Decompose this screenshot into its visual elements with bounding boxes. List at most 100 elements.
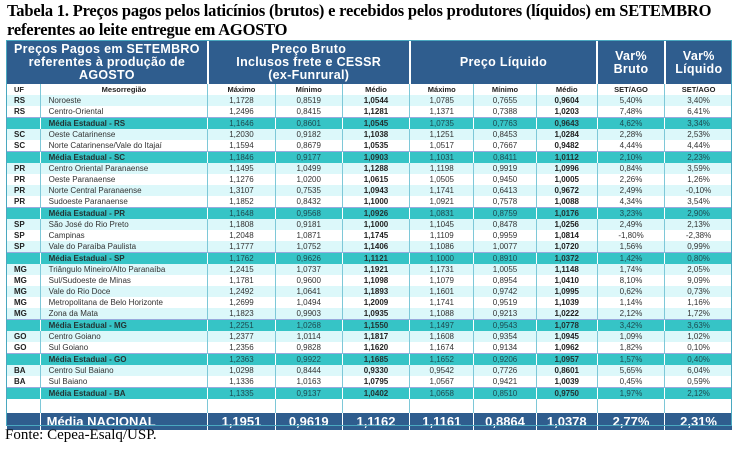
subheader-liquido-med: Médio [535,84,598,95]
subheader-bruto-min: Mínimo [274,84,343,95]
cell-meso: Sul Baiano [39,376,208,388]
cell-uf: SC [7,129,41,140]
national-bruto-max: 1,1951 [207,413,276,430]
cell-var-liquido: 0,10% [664,342,732,354]
cell-liquido-min: 0,7388 [473,106,537,118]
cell-liquido-max: 1,1371 [409,106,474,118]
cell-meso: Média Estadual - SP [39,252,208,264]
cell-bruto-max: 1,1808 [207,219,276,230]
cell-var-bruto: 4,44% [596,140,665,152]
cell-liquido-max: 1,1000 [409,252,474,264]
cell-bruto-med: 0,9330 [341,365,410,376]
cell-uf [7,319,41,331]
cell-bruto-med: 1,0544 [341,95,410,106]
table-row: MG Metropolitana de Belo Horizonte 1,2699 1… [7,297,732,308]
cell-bruto-max: 1,1852 [207,196,276,208]
cell-meso: Triângulo Mineiro/Alto Paranaíba [39,264,208,275]
cell-meso: Campinas [39,230,208,241]
cell-meso: Sul/Sudoeste de Minas [39,275,208,286]
cell-bruto-med: 1,1745 [341,230,410,241]
header-bruto-line1: Preço Bruto [271,42,347,56]
cell-liquido-max: 1,0785 [409,95,474,106]
cell-meso: Centro Sul Baiano [39,365,208,376]
cell-uf: PR [7,163,41,174]
cell-var-bruto: 2,28% [596,129,665,140]
cell-liquido-med: 1,0222 [535,308,598,320]
cell-liquido-min: 0,9450 [473,174,537,185]
spacer-cell [341,399,410,413]
subheader-liquido-max: Máximo [409,84,474,95]
cell-bruto-min: 1,0494 [274,297,343,308]
cell-bruto-min: 0,9177 [274,151,343,163]
cell-var-bruto: 1,09% [596,331,665,342]
cell-bruto-min: 0,7535 [274,185,343,196]
cell-liquido-med: 1,1039 [535,297,598,308]
cell-bruto-min: 1,0163 [274,376,343,388]
cell-uf [7,252,41,264]
cell-var-liquido: 2,12% [664,387,732,399]
cell-meso: Sul Goiano [39,342,208,354]
cell-bruto-max: 1,1648 [207,207,276,219]
cell-bruto-med: 1,1038 [341,129,410,140]
cell-meso: São José do Rio Preto [39,219,208,230]
cell-var-liquido: 9,09% [664,275,732,286]
cell-meso: Centro Oriental Paranaense [39,163,208,174]
cell-liquido-max: 1,1674 [409,342,474,354]
cell-uf: RS [7,95,41,106]
cell-meso: Metropolitana de Belo Horizonte [39,297,208,308]
cell-liquido-min: 0,9919 [473,163,537,174]
spacer-cell [596,399,665,413]
state-average-row: Média Estadual - MG 1,2251 1,0268 1,1550 1,1… [7,319,732,331]
cell-bruto-min: 1,0641 [274,286,343,297]
table-row: SP Campinas 1,2048 1,0871 1,1745 1,1109 0,9959… [7,230,732,241]
table-row: PR Norte Central Paranaense 1,3107 0,7535 1,… [7,185,732,196]
cell-bruto-med: 1,1406 [341,241,410,253]
cell-liquido-max: 1,0831 [409,207,474,219]
cell-liquido-min: 0,6413 [473,185,537,196]
cell-bruto-med: 1,1000 [341,196,410,208]
national-liquido-med: 1,0378 [535,413,598,430]
cell-bruto-max: 1,0298 [207,365,276,376]
cell-liquido-max: 1,0517 [409,140,474,152]
subheader-liquido-min: Mínimo [473,84,537,95]
cell-bruto-med: 1,1620 [341,342,410,354]
cell-bruto-min: 1,0871 [274,230,343,241]
cell-uf: MG [7,264,41,275]
cell-liquido-min: 0,8478 [473,219,537,230]
cell-meso: Vale do Rio Doce [39,286,208,297]
cell-var-bruto: 0,62% [596,286,665,297]
cell-var-bruto: -1,80% [596,230,665,241]
cell-bruto-min: 0,9828 [274,342,343,354]
cell-var-liquido: 0,73% [664,286,732,297]
cell-var-bruto: 5,40% [596,95,665,106]
cell-bruto-max: 1,1276 [207,174,276,185]
cell-meso: Norte Catarinense/Vale do Itajaí [39,140,208,152]
subheader-var-bruto: SET/AGO [596,84,665,95]
cell-bruto-max: 1,2356 [207,342,276,354]
cell-bruto-min: 0,9568 [274,207,343,219]
cell-liquido-med: 0,9604 [535,95,598,106]
cell-bruto-med: 1,1893 [341,286,410,297]
cell-var-liquido: 0,80% [664,252,732,264]
cell-bruto-min: 0,9626 [274,252,343,264]
cell-uf: GO [7,331,41,342]
cell-var-liquido: 3,59% [664,163,732,174]
cell-liquido-med: 0,9643 [535,117,598,129]
cell-bruto-min: 1,0268 [274,319,343,331]
cell-var-bruto: 1,14% [596,297,665,308]
cell-liquido-max: 1,1109 [409,230,474,241]
cell-var-liquido: 0,99% [664,241,732,253]
cell-bruto-min: 0,8679 [274,140,343,152]
cell-meso: Média Estadual - PR [39,207,208,219]
header-group-bruto: Preço Bruto Inclusos frete e CESSR (ex-F… [207,41,411,84]
cell-bruto-med: 1,0903 [341,151,410,163]
cell-var-liquido: 6,04% [664,365,732,376]
state-average-row: Média Estadual - GO 1,2363 0,9922 1,1685 1,1… [7,353,732,365]
table-row: RS Noroeste 1,1728 0,8519 1,0544 1,0785 0,7655… [7,95,732,106]
cell-var-bruto: 8,10% [596,275,665,286]
cell-var-liquido: 1,16% [664,297,732,308]
cell-bruto-min: 0,8519 [274,95,343,106]
header-group-left-text: Preços Pagos em SETEMBRO referentes à pr… [14,42,200,82]
cell-liquido-max: 1,0735 [409,117,474,129]
cell-liquido-min: 0,7726 [473,365,537,376]
